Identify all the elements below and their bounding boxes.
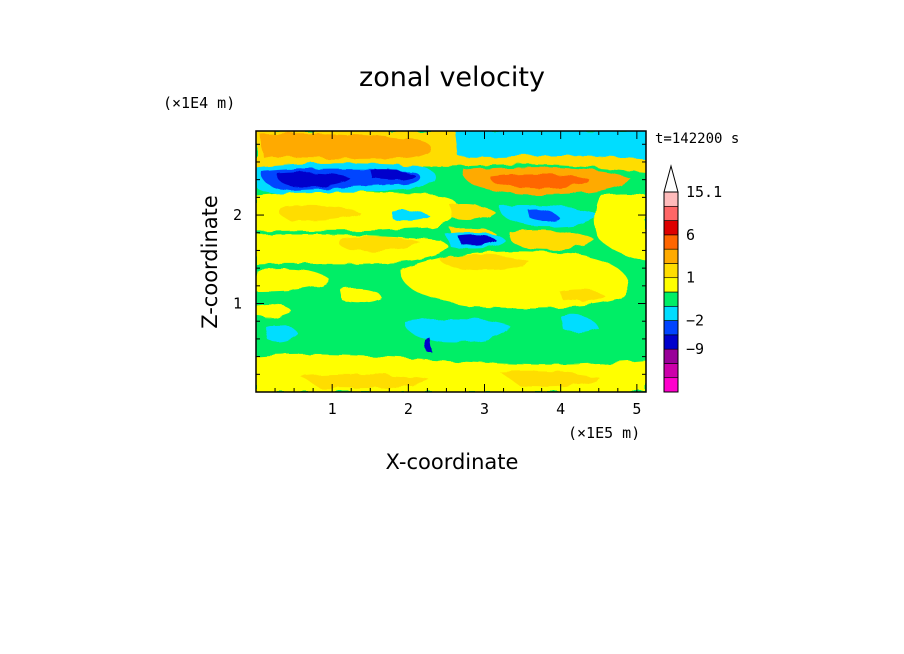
colorbar: 15.1 6 1 −2 −9 bbox=[663, 164, 722, 393]
colorbar-extend-arrow bbox=[663, 164, 679, 193]
plot-frame bbox=[255, 130, 647, 393]
y-axis-label: Z-coordinate bbox=[198, 195, 222, 329]
colorbar-swatch bbox=[663, 220, 679, 236]
colorbar-swatch bbox=[663, 377, 679, 393]
colorbar-swatch bbox=[663, 234, 679, 250]
y-scale-label: (×1E4 m) bbox=[163, 94, 235, 112]
y-tick-label: 2 bbox=[233, 206, 242, 224]
colorbar-frame bbox=[663, 191, 679, 393]
colorbar-swatch bbox=[663, 363, 679, 379]
time-label: t=142200 s bbox=[655, 131, 739, 147]
x-axis: 1 2 3 4 5 bbox=[274, 131, 641, 418]
colorbar-swatch bbox=[663, 291, 679, 307]
colorbar-swatch bbox=[663, 305, 679, 321]
x-axis-label: X-coordinate bbox=[386, 450, 519, 474]
colorbar-swatch bbox=[663, 191, 679, 207]
x-scale-label: (×1E5 m) bbox=[568, 424, 640, 442]
x-tick-label: 3 bbox=[480, 400, 489, 418]
colorbar-label: 15.1 bbox=[686, 183, 722, 201]
colorbar-swatch bbox=[663, 334, 679, 350]
chart-title: zonal velocity bbox=[359, 62, 545, 93]
colorbar-label: −2 bbox=[686, 312, 704, 330]
y-axis: 12 bbox=[233, 143, 646, 375]
colorbar-label: 1 bbox=[686, 269, 695, 287]
colorbar-label: 6 bbox=[686, 226, 695, 244]
colorbar-swatch bbox=[663, 205, 679, 221]
colorbar-swatch bbox=[663, 263, 679, 279]
colorbar-label: −9 bbox=[686, 340, 704, 358]
colorbar-swatch bbox=[663, 320, 679, 336]
colorbar-swatch bbox=[663, 348, 679, 364]
colorbar-swatch bbox=[663, 248, 679, 264]
x-tick-label: 4 bbox=[556, 400, 565, 418]
colorbar-swatch bbox=[663, 277, 679, 293]
contour-field bbox=[256, 131, 646, 392]
x-tick-label: 5 bbox=[632, 400, 641, 418]
x-tick-label: 1 bbox=[328, 400, 337, 418]
x-tick-label: 2 bbox=[404, 400, 413, 418]
y-tick-label: 1 bbox=[233, 295, 242, 313]
